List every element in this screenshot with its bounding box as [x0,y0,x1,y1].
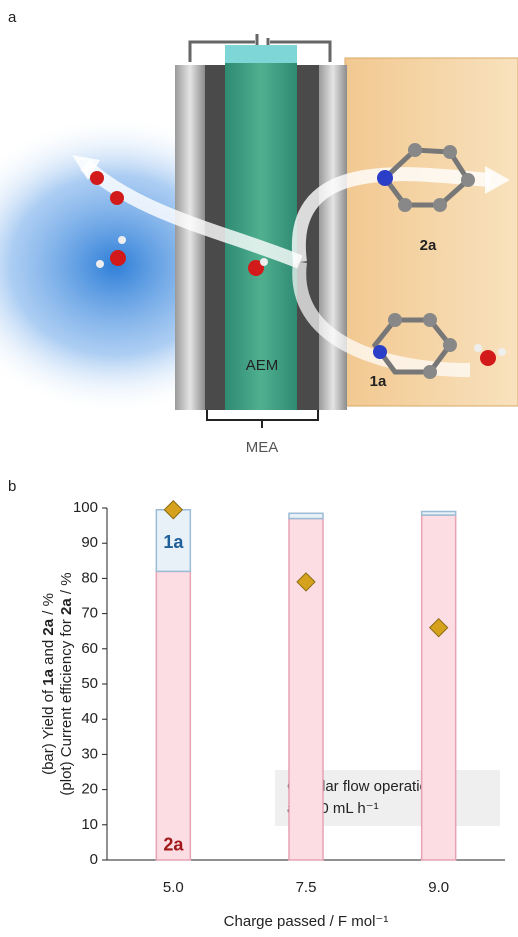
y-axis-label-part: / % [58,572,75,598]
y-tick-label: 100 [73,499,98,516]
membrane-top [225,45,297,63]
y-tick-label: 30 [81,745,98,762]
y-axis-label-part: / % [40,593,57,619]
y-axis-label-part: 2a [40,618,57,635]
bar-segment [156,571,190,860]
x-tick-label: 5.0 [163,879,184,896]
series-label: 1a [163,532,184,552]
y-axis-label-part: (bar) Yield of [40,686,57,775]
y-tick-label: 20 [81,781,98,798]
series-label: 2a [163,835,184,855]
y-tick-label: 50 [81,675,98,692]
panel-label: a [8,9,17,26]
figure: a AEM MEA 2a 1a [0,0,518,932]
y-axis-label-part: and [40,636,57,669]
membrane [225,45,297,410]
y-tick-label: 70 [81,605,98,622]
y-tick-label: 60 [81,640,98,657]
assembly-label: MEA [246,439,279,456]
y-tick-label: 40 [81,710,98,727]
x-tick-label: 9.0 [428,879,449,896]
illustration: a AEM MEA 2a 1a [0,9,518,456]
y-axis-label: (plot) Current efficiency for 2a / % [58,572,75,795]
reactant-label: 1a [370,373,387,390]
y-tick-label: 80 [81,569,98,586]
product-label: 2a [420,237,437,254]
x-tick-label: 7.5 [296,879,317,896]
panel-label: b [8,478,16,495]
x-axis-label: Charge passed / F mol⁻¹ [224,913,389,930]
end-plate [175,65,205,410]
bar-segment [422,515,456,860]
y-tick-label: 10 [81,816,98,833]
end-plate [319,65,347,410]
y-axis-label-part: 2a [58,598,75,615]
bar-segment [289,513,323,518]
y-tick-label: 0 [90,851,98,868]
bar-segment [422,512,456,516]
membrane-label: AEM [246,357,279,374]
y-axis-label-part: (plot) Current efficiency for [58,615,75,796]
bar-segment [289,519,323,860]
bracket [207,410,318,428]
y-axis-label: (bar) Yield of 1a and 2a / % [40,593,57,775]
y-axis-label-part: 1a [40,668,57,685]
y-tick-label: 90 [81,534,98,551]
